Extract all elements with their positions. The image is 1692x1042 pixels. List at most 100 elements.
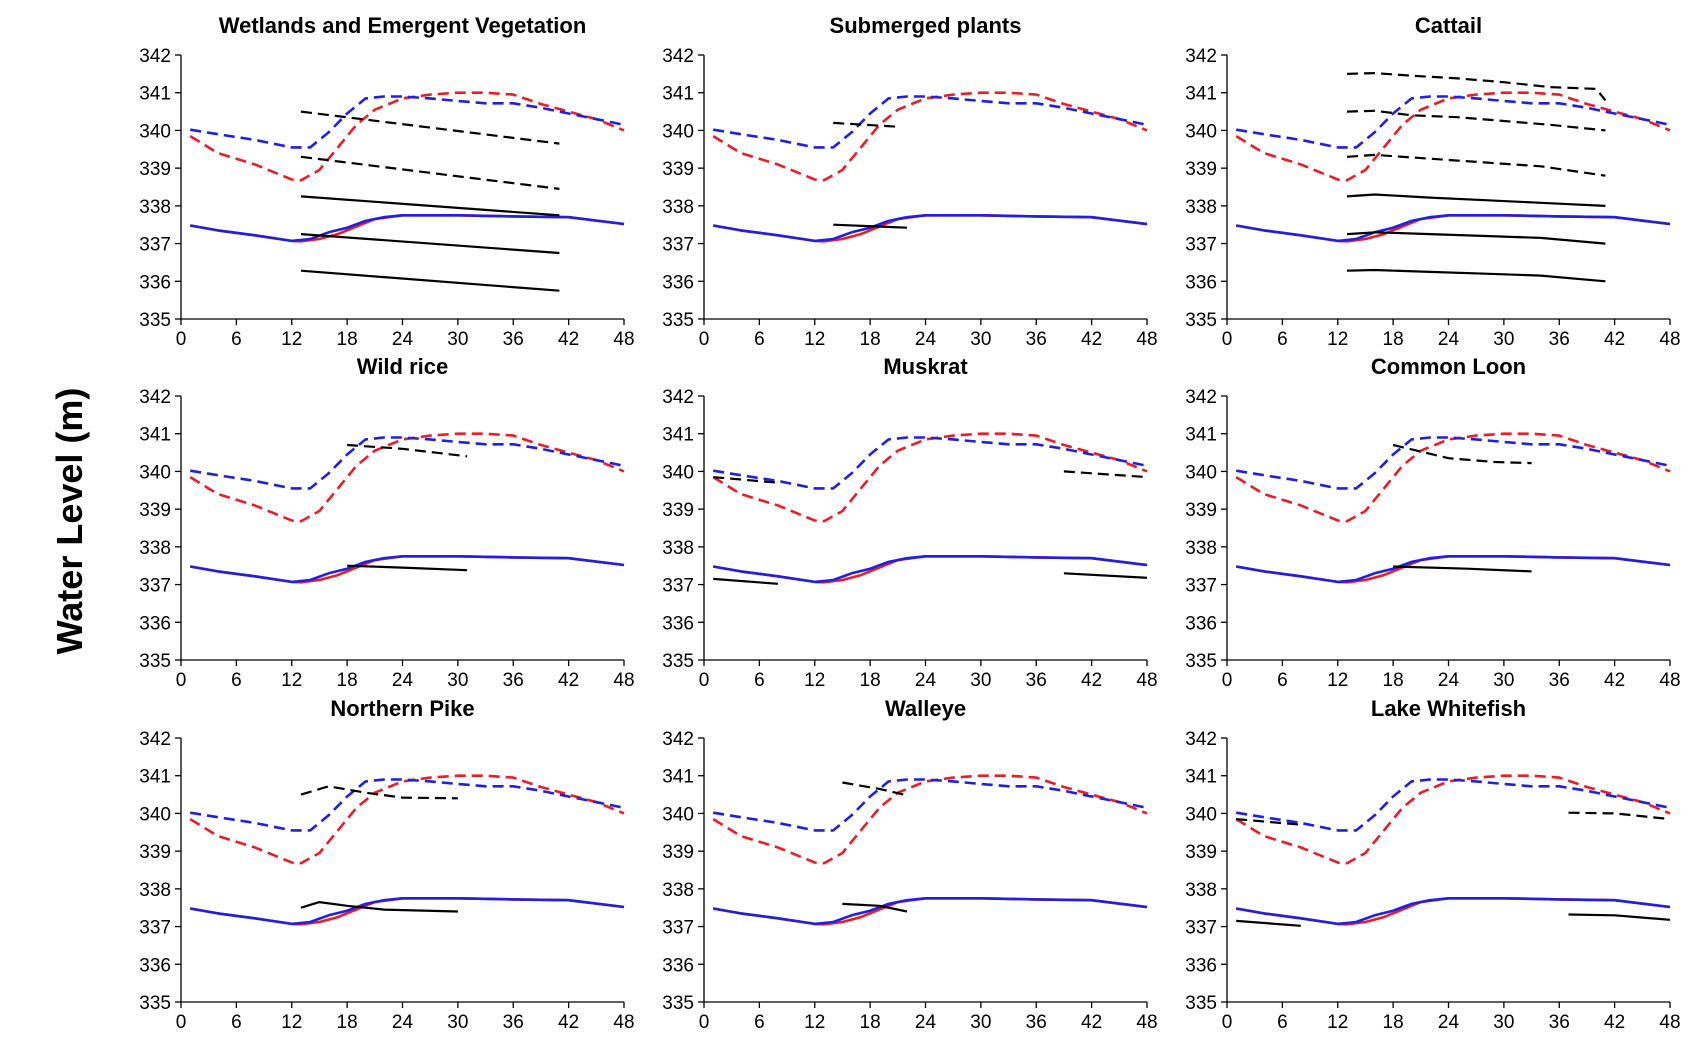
blue-solid-series-line <box>189 555 625 584</box>
blue-dashed-series-line <box>1235 95 1671 149</box>
x-tick-label: 24 <box>1438 670 1460 691</box>
x-tick-label: 18 <box>337 1012 358 1033</box>
blue-solid-series-line <box>189 214 625 243</box>
x-tick-label: 48 <box>613 670 634 691</box>
panel-title: Common Loon <box>1371 354 1526 379</box>
y-tick-label: 337 <box>662 235 694 256</box>
x-tick-label: 24 <box>1438 329 1460 350</box>
red-solid-series-line <box>189 214 625 243</box>
y-tick-label: 336 <box>1185 613 1217 634</box>
y-tick-label: 338 <box>139 538 171 559</box>
y-tick-label: 339 <box>139 159 171 180</box>
x-tick-label: 30 <box>1493 670 1514 691</box>
y-tick-label: 342 <box>1185 729 1217 750</box>
blue-solid-series-line <box>712 214 1148 243</box>
x-tick-label: 18 <box>860 670 881 691</box>
x-tick-label: 0 <box>176 1012 187 1033</box>
blue-dashed-series-line <box>1235 436 1671 490</box>
x-tick-label: 0 <box>1222 1012 1233 1033</box>
x-tick-label: 24 <box>915 329 937 350</box>
y-tick-label: 337 <box>1185 235 1217 256</box>
x-tick-label: 0 <box>176 670 187 691</box>
black-solid-series-line <box>1063 572 1148 579</box>
y-tick-label: 340 <box>662 804 694 825</box>
y-tick-label: 338 <box>1185 197 1217 218</box>
blue-dashed-series-line <box>712 436 1148 490</box>
x-tick-label: 24 <box>915 1012 937 1033</box>
panel-title: Wetlands and Emergent Vegetation <box>219 13 587 38</box>
y-tick-label: 335 <box>1185 993 1217 1014</box>
x-tick-label: 48 <box>1136 1012 1157 1033</box>
y-tick-label: 340 <box>139 462 171 483</box>
red-solid-series-line <box>1235 214 1671 243</box>
y-tick-label: 338 <box>662 880 694 901</box>
y-tick-label: 337 <box>662 576 694 597</box>
x-tick-label: 6 <box>231 1012 242 1033</box>
black-solid-series-line <box>1568 913 1671 921</box>
black-solid-series-line <box>300 233 560 255</box>
y-tick-label: 336 <box>139 955 171 976</box>
x-tick-label: 36 <box>1549 1012 1570 1033</box>
y-tick-label: 335 <box>662 310 694 331</box>
x-tick-label: 36 <box>503 670 524 691</box>
x-tick-label: 24 <box>1438 1012 1460 1033</box>
x-tick-label: 36 <box>1549 670 1570 691</box>
black-dashed-series-line <box>1568 811 1671 821</box>
x-tick-label: 6 <box>754 1012 765 1033</box>
x-tick-label: 48 <box>613 329 634 350</box>
x-tick-label: 30 <box>447 1012 468 1033</box>
x-tick-label: 42 <box>1604 329 1625 350</box>
red-dashed-series-line <box>712 774 1148 865</box>
y-tick-label: 342 <box>139 729 171 750</box>
y-tick-label: 338 <box>662 197 694 218</box>
y-tick-label: 336 <box>662 272 694 293</box>
x-tick-label: 30 <box>1493 1012 1514 1033</box>
blue-solid-series-line <box>1235 555 1671 584</box>
y-tick-label: 339 <box>1185 500 1217 521</box>
y-tick-label: 338 <box>139 197 171 218</box>
x-tick-label: 12 <box>1327 670 1348 691</box>
blue-dashed-series-line <box>712 778 1148 832</box>
x-tick-label: 12 <box>804 1012 825 1033</box>
y-tick-label: 335 <box>139 310 171 331</box>
y-tick-label: 339 <box>1185 842 1217 863</box>
black-dashed-series-line <box>1346 109 1606 132</box>
x-tick-label: 12 <box>1327 329 1348 350</box>
x-tick-label: 18 <box>860 1012 881 1033</box>
red-dashed-series-line <box>1235 774 1671 865</box>
x-tick-label: 48 <box>1659 670 1680 691</box>
x-tick-label: 12 <box>804 329 825 350</box>
x-tick-label: 30 <box>447 670 468 691</box>
black-dashed-series-line <box>300 110 560 145</box>
y-tick-label: 341 <box>1185 767 1217 788</box>
y-tick-label: 341 <box>139 425 171 446</box>
x-tick-label: 30 <box>447 329 468 350</box>
x-tick-label: 42 <box>558 329 579 350</box>
chart-panel: Wild rice 335 336 337 338 339 340 341 342 0 6 12 18 2… <box>139 354 634 691</box>
x-tick-label: 6 <box>754 329 765 350</box>
blue-solid-series-line <box>712 897 1148 926</box>
x-tick-label: 12 <box>1327 1012 1348 1033</box>
blue-dashed-series-line <box>189 778 625 832</box>
black-solid-series-line <box>1346 268 1606 283</box>
panel-title: Cattail <box>1415 13 1482 38</box>
x-tick-label: 12 <box>281 670 302 691</box>
black-solid-series-line <box>833 223 908 229</box>
y-tick-label: 340 <box>139 121 171 142</box>
blue-dashed-series-line <box>189 436 625 490</box>
black-solid-series-line <box>300 195 560 217</box>
blue-dashed-series-line <box>189 95 625 149</box>
y-tick-label: 342 <box>139 387 171 408</box>
black-solid-series-line <box>1346 231 1606 245</box>
black-solid-series-line <box>347 564 468 572</box>
red-solid-series-line <box>712 897 1148 926</box>
x-tick-label: 36 <box>1026 1012 1047 1033</box>
y-tick-label: 335 <box>1185 651 1217 672</box>
y-tick-label: 336 <box>139 613 171 634</box>
black-solid-series-line <box>300 269 560 292</box>
x-tick-label: 42 <box>1604 670 1625 691</box>
y-tick-label: 340 <box>662 462 694 483</box>
y-tick-label: 336 <box>1185 955 1217 976</box>
black-dashed-series-line <box>347 443 468 458</box>
y-tick-label: 341 <box>139 84 171 105</box>
